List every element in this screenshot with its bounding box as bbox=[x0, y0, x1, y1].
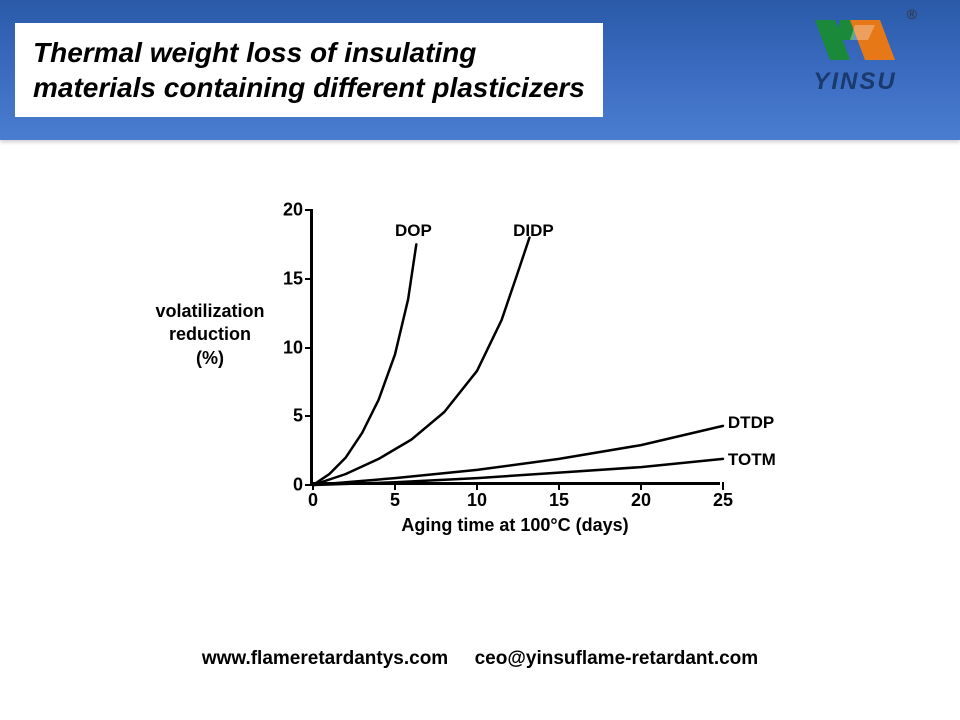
footer-url: www.flameretardantys.com bbox=[202, 648, 448, 669]
x-tick-label: 0 bbox=[308, 482, 318, 511]
chart: volatilization reduction (%) 05101520051… bbox=[140, 190, 790, 560]
logo: ® YINSU bbox=[780, 10, 930, 96]
series-dop bbox=[313, 244, 416, 485]
x-tick-label: 5 bbox=[390, 482, 400, 511]
title-block: Thermal weight loss of insulating materi… bbox=[15, 23, 603, 117]
y-tick-label: 10 bbox=[283, 337, 313, 358]
title-line1: Thermal weight loss of insulating bbox=[33, 35, 585, 70]
series-label-totm: TOTM bbox=[728, 450, 776, 470]
y-tick-label: 20 bbox=[283, 200, 313, 221]
footer: www.flameretardantys.com ceo@yinsuflame-… bbox=[0, 648, 960, 670]
logo-mark: ® bbox=[805, 10, 905, 70]
reg-mark: ® bbox=[907, 6, 917, 22]
series-label-didp: DIDP bbox=[513, 221, 554, 241]
series-didp bbox=[313, 238, 530, 486]
y-tick-label: 15 bbox=[283, 268, 313, 289]
x-tick-label: 25 bbox=[713, 482, 733, 511]
series-totm bbox=[313, 459, 723, 485]
x-tick-label: 15 bbox=[549, 482, 569, 511]
ylabel-1: volatilization bbox=[140, 300, 280, 323]
y-tick-label: 5 bbox=[293, 406, 313, 427]
y-axis-label: volatilization reduction (%) bbox=[140, 300, 280, 370]
series-label-dop: DOP bbox=[395, 221, 432, 241]
x-tick-label: 20 bbox=[631, 482, 651, 511]
x-tick-label: 10 bbox=[467, 482, 487, 511]
curves-svg bbox=[313, 210, 723, 485]
logo-text: YINSU bbox=[780, 68, 930, 96]
plot-area: 051015200510152025DOPDIDPDTDPTOTM bbox=[310, 210, 720, 485]
series-label-dtdp: DTDP bbox=[728, 413, 774, 433]
ylabel-3: (%) bbox=[140, 347, 280, 370]
title-line2: materials containing different plasticiz… bbox=[33, 70, 585, 105]
header-banner: Thermal weight loss of insulating materi… bbox=[0, 0, 960, 140]
ylabel-2: reduction bbox=[140, 323, 280, 346]
x-axis-label: Aging time at 100°C (days) bbox=[310, 515, 720, 536]
footer-email: ceo@yinsuflame-retardant.com bbox=[475, 648, 759, 669]
